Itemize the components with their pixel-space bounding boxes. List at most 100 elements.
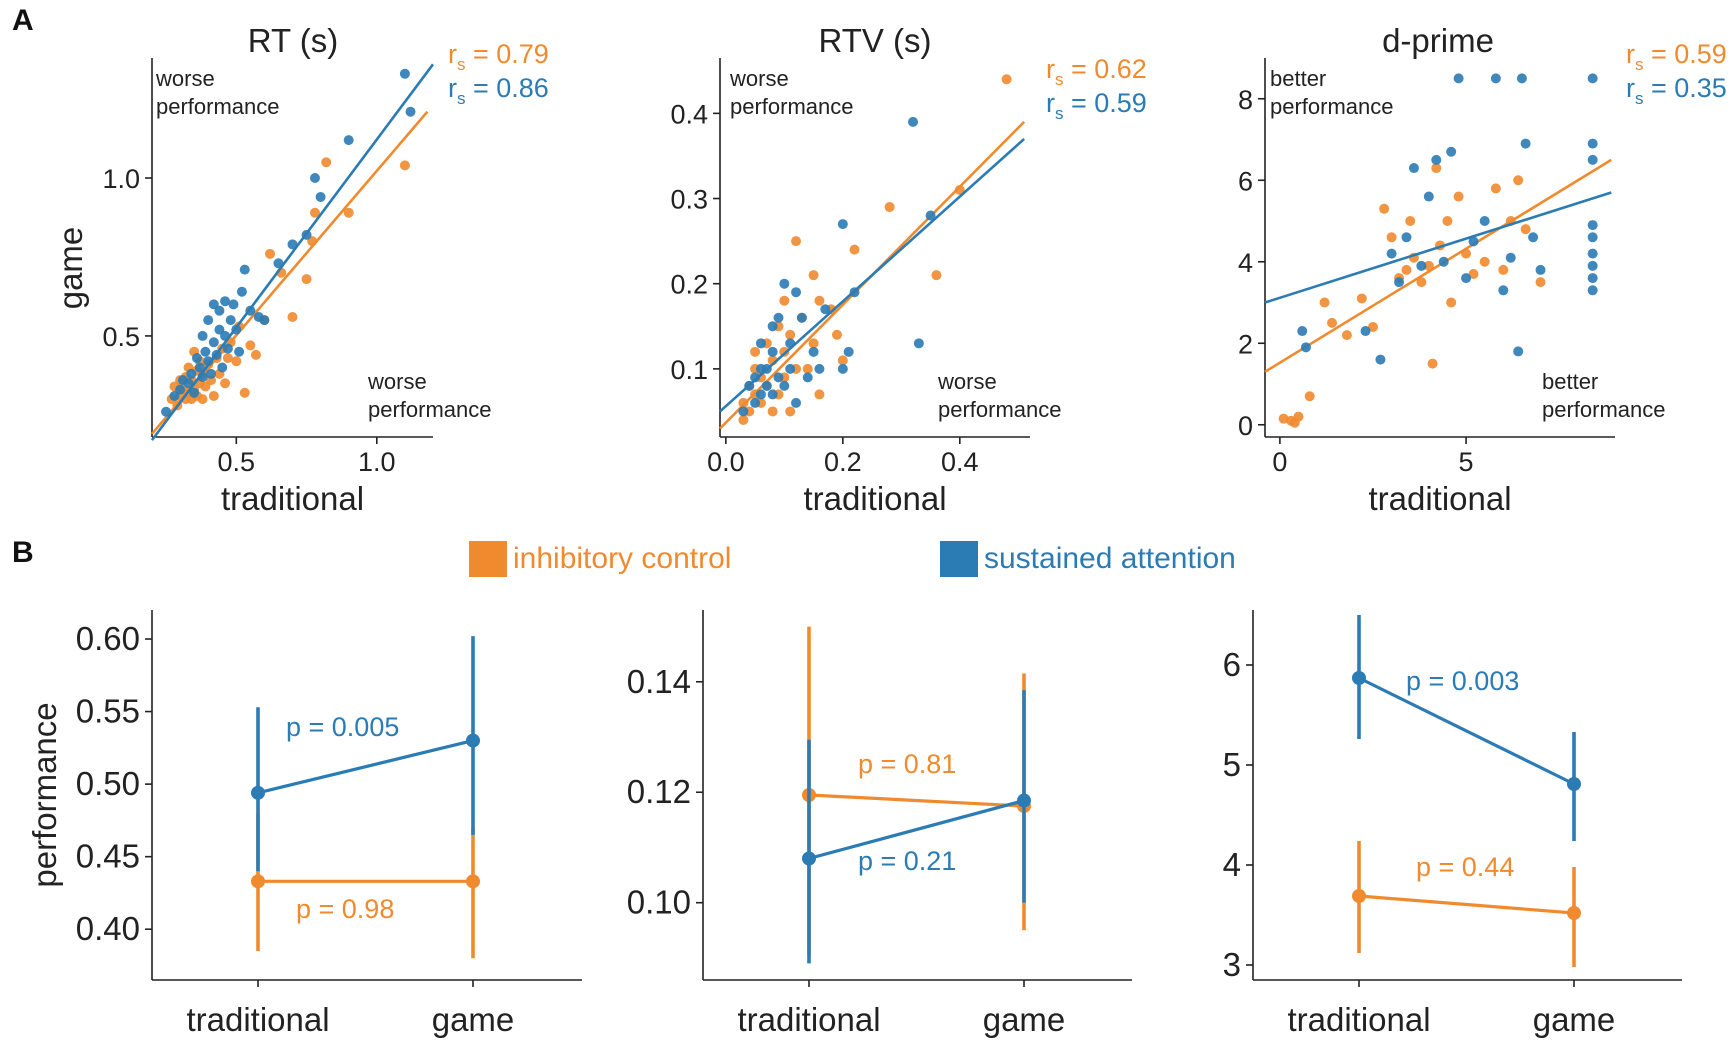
scatter-d-prime-point-sustained-attention (1446, 146, 1457, 157)
scatter-d-prime-point-sustained-attention (1300, 342, 1311, 353)
scatter-d-prime-ytick-label: 2 (1238, 329, 1253, 359)
scatter-rt-s-point-sustained-attention (228, 299, 239, 310)
scatter-d-prime-note-top-left-2: performance (1270, 94, 1394, 119)
performance-chart-1-ylabel: performance (26, 702, 63, 887)
scatter-rtv-s-ytick-label: 0.4 (670, 99, 708, 129)
scatter-d-prime-point-sustained-attention (1468, 236, 1479, 247)
performance-chart-1-p-value-sustained-attention: p = 0.005 (286, 712, 399, 742)
scatter-d-prime-point-inhibitory-control (1386, 232, 1397, 243)
scatter-d-prime-point-inhibitory-control (1327, 317, 1338, 328)
scatter-d-prime-fit-line-inhibitory-control (1264, 158, 1612, 373)
scatter-d-prime-note-top-left-1: better (1270, 66, 1326, 91)
scatter-rtv-s-xtick-label: 0.0 (707, 447, 745, 477)
scatter-d-prime-point-inhibitory-control (1520, 224, 1531, 235)
performance-chart-3-point-inhibitory-control (1567, 906, 1581, 920)
scatter-rt-s-point-inhibitory-control (222, 353, 233, 364)
panel-label-a: A (12, 4, 34, 37)
scatter-rt-s-point-inhibitory-control (197, 394, 208, 405)
scatter-d-prime-point-sustained-attention (1297, 326, 1308, 337)
scatter-d-prime-point-sustained-attention (1528, 232, 1539, 243)
scatter-rtv-s-point-sustained-attention (908, 116, 919, 127)
scatter-d-prime-ytick-label: 8 (1238, 85, 1253, 115)
performance-chart-3-ytick-label: 6 (1223, 646, 1241, 683)
scatter-rt-s-point-inhibitory-control (245, 340, 256, 351)
scatter-rt-s-point-sustained-attention (220, 296, 231, 307)
scatter-rt-s-point-inhibitory-control (208, 390, 219, 401)
scatter-rtv-s-point-sustained-attention (750, 397, 761, 408)
scatter-rtv-s-point-sustained-attention (779, 278, 790, 289)
performance-chart-1-category-traditional: traditional (186, 1001, 329, 1038)
scatter-d-prime-point-inhibitory-control (1427, 358, 1438, 369)
scatter-rt-s-note-top-left-2: performance (156, 94, 280, 119)
scatter-rtv-s-point-inhibitory-control (785, 329, 796, 340)
performance-chart-1-point-sustained-attention (251, 785, 265, 800)
scatter-rtv-s-point-inhibitory-control (750, 346, 761, 357)
performance-chart-3-category-traditional: traditional (1287, 1001, 1430, 1038)
performance-chart-2-ytick-label: 0.12 (627, 773, 691, 810)
scatter-d-prime-point-sustained-attention (1479, 216, 1490, 227)
scatter-rtv-s-point-inhibitory-control (738, 397, 749, 408)
chart-dprime-performance: 3 4 5 6 traditional game p = 0.44 p = 0.003 (1223, 610, 1682, 1038)
scatter-d-prime-point-inhibitory-control (1468, 268, 1479, 279)
scatter-rtv-s-point-sustained-attention (925, 210, 936, 221)
scatter-rt-s-point-sustained-attention (189, 387, 200, 398)
scatter-rtv-s-point-sustained-attention (913, 338, 924, 349)
performance-chart-3-ytick-label: 4 (1223, 846, 1241, 883)
performance-chart-2-ytick-label: 0.10 (627, 884, 691, 921)
scatter-d-prime-point-sustained-attention (1498, 285, 1509, 296)
scatter-d-prime-point-sustained-attention (1516, 73, 1527, 84)
scatter-rtv-s-point-inhibitory-control (931, 270, 942, 281)
scatter-rtv-s-point-sustained-attention (791, 397, 802, 408)
scatter-d-prime-point-inhibitory-control (1431, 163, 1442, 174)
scatter-d-prime-point-sustained-attention (1375, 354, 1386, 365)
scatter-rtv-s-point-sustained-attention (808, 346, 819, 357)
scatter-rt-s-point-sustained-attention (234, 346, 245, 357)
scatter-d-prime-point-inhibitory-control (1423, 260, 1434, 271)
scatter-rtv-s-point-inhibitory-control (814, 295, 825, 306)
scatter-rt-s-note-top-left-1: worse (155, 66, 215, 91)
performance-chart-1-p-value-inhibitory-control: p = 0.98 (296, 894, 394, 924)
scatter-rt-s-point-sustained-attention (191, 353, 202, 364)
scatter-d-prime-point-sustained-attention (1587, 248, 1598, 259)
scatter-rtv-s-point-sustained-attention (814, 363, 825, 374)
scatter-rtv-s-rs-label-sustained-attention: rs = 0.59 (1046, 88, 1147, 123)
scatter-rtv-s-note-top-left-2: performance (730, 94, 854, 119)
scatter-rt-s-title: RT (s) (248, 22, 338, 59)
scatter-rtv-s-point-inhibitory-control (849, 244, 860, 255)
scatter-rt-s-ylabel: game (52, 227, 89, 310)
scatter-rtv-s-note-bottom-right-2: performance (938, 397, 1062, 422)
performance-chart-1-category-game: game (432, 1001, 515, 1038)
scatter-d-prime-xtick-label: 0 (1272, 447, 1287, 477)
performance-chart-2-category-game: game (983, 1001, 1066, 1038)
scatter-rt-s-point-inhibitory-control (239, 387, 250, 398)
scatter-d-prime-point-sustained-attention (1490, 73, 1501, 84)
scatter-rt-s-fit-line-sustained-attention (150, 63, 435, 441)
scatter-d-prime-point-sustained-attention (1401, 232, 1412, 243)
performance-chart-1-point-inhibitory-control (251, 874, 265, 889)
scatter-d-prime-point-inhibitory-control (1401, 264, 1412, 275)
scatter-rtv-s-point-inhibitory-control (779, 295, 790, 306)
legend-label-sustained-attention: sustained attention (984, 542, 1236, 575)
scatter-d-prime-point-inhibitory-control (1405, 216, 1416, 227)
scatter-rt-s-point-sustained-attention (175, 384, 186, 395)
scatter-rtv-s-note-bottom-right-1: worse (937, 369, 997, 394)
scatter-d-prime-point-inhibitory-control (1490, 183, 1501, 194)
scatter-rtv-s-ytick-label: 0.2 (670, 270, 708, 300)
scatter-d-prime-point-inhibitory-control (1442, 216, 1453, 227)
scatter-rt-s-point-sustained-attention (214, 305, 225, 316)
scatter-d-prime-point-sustained-attention (1394, 277, 1405, 288)
scatter-d-prime-point-inhibitory-control (1293, 411, 1304, 422)
scatter-rt-s-point-sustained-attention (222, 343, 233, 354)
scatter-rt-s-point-sustained-attention (203, 315, 214, 326)
performance-chart-3-p-value-sustained-attention: p = 0.003 (1406, 666, 1519, 696)
scatter-d-prime-point-inhibitory-control (1535, 277, 1546, 288)
scatter-rt-s-point-inhibitory-control (309, 207, 320, 218)
scatter-d-prime-ytick-label: 0 (1238, 411, 1253, 441)
scatter-rt-s-point-sustained-attention (239, 264, 250, 275)
performance-chart-2-category-traditional: traditional (737, 1001, 880, 1038)
performance-chart-3-category-game: game (1533, 1001, 1616, 1038)
scatter-rt-s-point-sustained-attention (197, 330, 208, 341)
scatter-d-prime-point-inhibitory-control (1304, 391, 1315, 402)
scatter-d-prime-point-sustained-attention (1431, 154, 1442, 165)
chart-rt-performance: 0.40 0.45 0.50 0.55 0.60 traditional game perfo… (26, 610, 582, 1038)
